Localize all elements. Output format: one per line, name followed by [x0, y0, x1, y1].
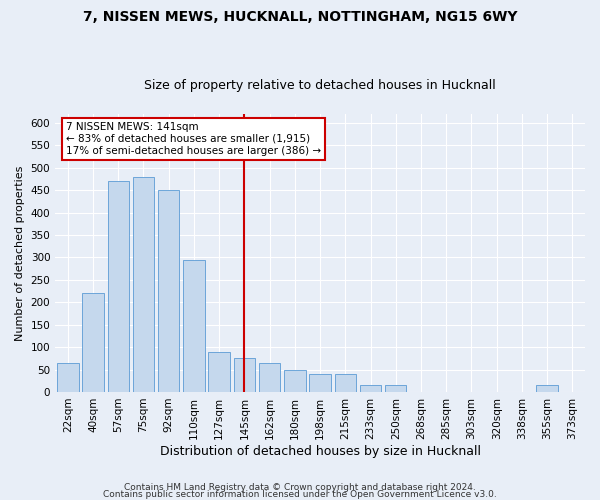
Text: Contains public sector information licensed under the Open Government Licence v3: Contains public sector information licen… — [103, 490, 497, 499]
Bar — [133, 177, 154, 392]
Bar — [536, 385, 558, 392]
Text: 7, NISSEN MEWS, HUCKNALL, NOTTINGHAM, NG15 6WY: 7, NISSEN MEWS, HUCKNALL, NOTTINGHAM, NG… — [83, 10, 517, 24]
Text: 7 NISSEN MEWS: 141sqm
← 83% of detached houses are smaller (1,915)
17% of semi-d: 7 NISSEN MEWS: 141sqm ← 83% of detached … — [66, 122, 321, 156]
Title: Size of property relative to detached houses in Hucknall: Size of property relative to detached ho… — [144, 79, 496, 92]
X-axis label: Distribution of detached houses by size in Hucknall: Distribution of detached houses by size … — [160, 444, 481, 458]
Bar — [158, 190, 179, 392]
Bar — [284, 370, 305, 392]
Bar — [208, 352, 230, 392]
Text: Contains HM Land Registry data © Crown copyright and database right 2024.: Contains HM Land Registry data © Crown c… — [124, 484, 476, 492]
Bar — [57, 363, 79, 392]
Bar — [259, 363, 280, 392]
Bar — [310, 374, 331, 392]
Bar — [335, 374, 356, 392]
Bar — [385, 385, 406, 392]
Bar — [360, 385, 381, 392]
Y-axis label: Number of detached properties: Number of detached properties — [15, 166, 25, 340]
Bar — [233, 358, 255, 392]
Bar — [82, 294, 104, 392]
Bar — [107, 181, 129, 392]
Bar — [183, 260, 205, 392]
